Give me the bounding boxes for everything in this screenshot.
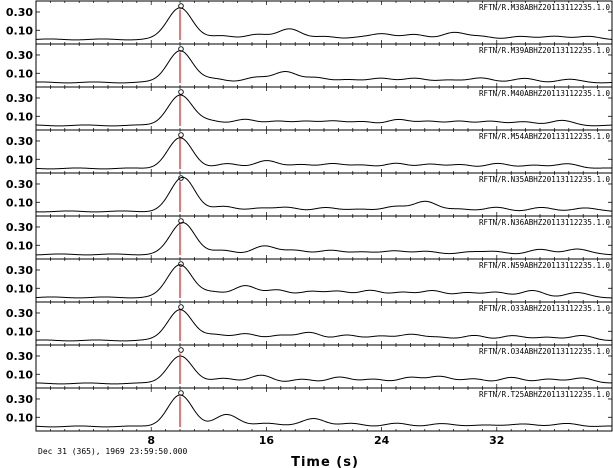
y-tick-label: 0.10 — [6, 110, 33, 123]
x-axis: 8 16 24 32 — [147, 434, 504, 447]
pick-marker-label — [178, 261, 184, 267]
trace-label: RFTN/R.M38ABHZ20113112235.1.0 — [479, 3, 610, 12]
pick-marker-label — [178, 46, 184, 52]
trace-panel: 0.30 0.10 RFTN/R.M39ABHZ20113112235.1.0 — [6, 43, 613, 88]
pick-marker-label — [178, 390, 184, 396]
trace-panel: 0.30 0.10 RFTN/R.O34ABHZ20113112235.1.0 — [6, 344, 613, 389]
y-tick-label: 0.30 — [6, 350, 33, 363]
y-tick-label: 0.30 — [6, 135, 33, 148]
trace-waveform — [35, 94, 613, 127]
trace-panel: 0.30 0.10 RFTN/R.M38ABHZ20113112235.1.0 — [6, 0, 613, 45]
y-tick-label: 0.30 — [6, 6, 33, 19]
trace-waveform — [35, 176, 613, 213]
y-tick-label: 0.10 — [6, 24, 33, 37]
pick-marker-label — [178, 347, 184, 353]
x-tick-label: 16 — [259, 434, 275, 447]
trace-label: RFTN/R.T25ABHZ20113112235.1.0 — [479, 390, 610, 399]
y-tick-label: 0.30 — [6, 307, 33, 320]
trace-label: RFTN/R.O33ABHZ20113112235.1.0 — [479, 304, 610, 313]
y-tick-label: 0.10 — [6, 196, 33, 209]
y-tick-label: 0.10 — [6, 411, 33, 424]
trace-label: RFTN/R.O34ABHZ20113112235.1.0 — [479, 347, 610, 356]
y-tick-label: 0.30 — [6, 178, 33, 191]
x-tick-label: 32 — [489, 434, 504, 447]
pick-marker-label — [178, 218, 184, 224]
trace-panel: 0.30 0.10 RFTN/R.T25ABHZ20113112235.1.0 — [6, 387, 613, 432]
trace-waveform — [35, 222, 613, 256]
trace-label: RFTN/R.N59ABHZ20113112235.1.0 — [479, 261, 610, 270]
y-tick-label: 0.30 — [6, 49, 33, 62]
origin-time-footer: Dec 31 (365), 1969 23:59:50.000 — [38, 447, 187, 456]
trace-panel: 0.30 0.10 RFTN/R.O33ABHZ20113112235.1.0 — [6, 301, 613, 346]
y-tick-label: 0.30 — [6, 393, 33, 406]
trace-panel: 0.30 0.10 RFTN/R.N35ABHZ20113112235.1.0 — [6, 172, 613, 217]
trace-panel: 0.30 0.10 RFTN/R.M54ABHZ20113112235.1.0 — [6, 129, 613, 174]
pick-marker-label — [178, 304, 184, 310]
trace-waveform — [35, 394, 612, 428]
trace-waveform — [35, 50, 613, 84]
trace-waveform — [35, 137, 613, 170]
y-tick-label: 0.30 — [6, 221, 33, 234]
trace-label: RFTN/R.M54ABHZ20113112235.1.0 — [479, 132, 610, 141]
y-tick-label: 0.10 — [6, 67, 33, 80]
trace-panels: 0.300.10RFTN/R.M38ABHZ20113112235.1.00.3… — [6, 0, 613, 432]
trace-panel: 0.30 0.10 RFTN/R.M40ABHZ20113112235.1.0 — [6, 86, 613, 131]
trace-waveform — [35, 309, 612, 342]
y-tick-label: 0.10 — [6, 282, 33, 295]
y-tick-label: 0.10 — [6, 153, 33, 166]
trace-waveform — [35, 7, 613, 41]
y-tick-label: 0.10 — [6, 239, 33, 252]
pick-marker-label — [178, 132, 184, 138]
y-tick-label: 0.10 — [6, 325, 33, 338]
trace-waveform — [35, 264, 612, 299]
x-axis-label: Time (s) — [291, 455, 359, 468]
y-tick-label: 0.30 — [6, 264, 33, 277]
y-tick-label: 0.30 — [6, 92, 33, 105]
trace-label: RFTN/R.M40ABHZ20113112235.1.0 — [479, 89, 610, 98]
x-tick-label: 24 — [374, 434, 390, 447]
trace-label: RFTN/R.N35ABHZ20113112235.1.0 — [479, 175, 610, 184]
x-tick-label: 8 — [147, 434, 155, 447]
y-tick-label: 0.10 — [6, 368, 33, 381]
pick-marker-label — [178, 175, 184, 181]
trace-label: RFTN/R.N36ABHZ20113112235.1.0 — [479, 218, 610, 227]
trace-panel: 0.30 0.10 RFTN/R.N36ABHZ20113112235.1.0 — [6, 215, 613, 260]
pick-marker-label — [178, 3, 184, 9]
trace-panel: 0.30 0.10 RFTN/R.N59ABHZ20113112235.1.0 — [6, 258, 613, 303]
pick-marker-label — [178, 89, 184, 95]
trace-label: RFTN/R.M39ABHZ20113112235.1.0 — [479, 46, 610, 55]
trace-waveform — [35, 355, 613, 385]
